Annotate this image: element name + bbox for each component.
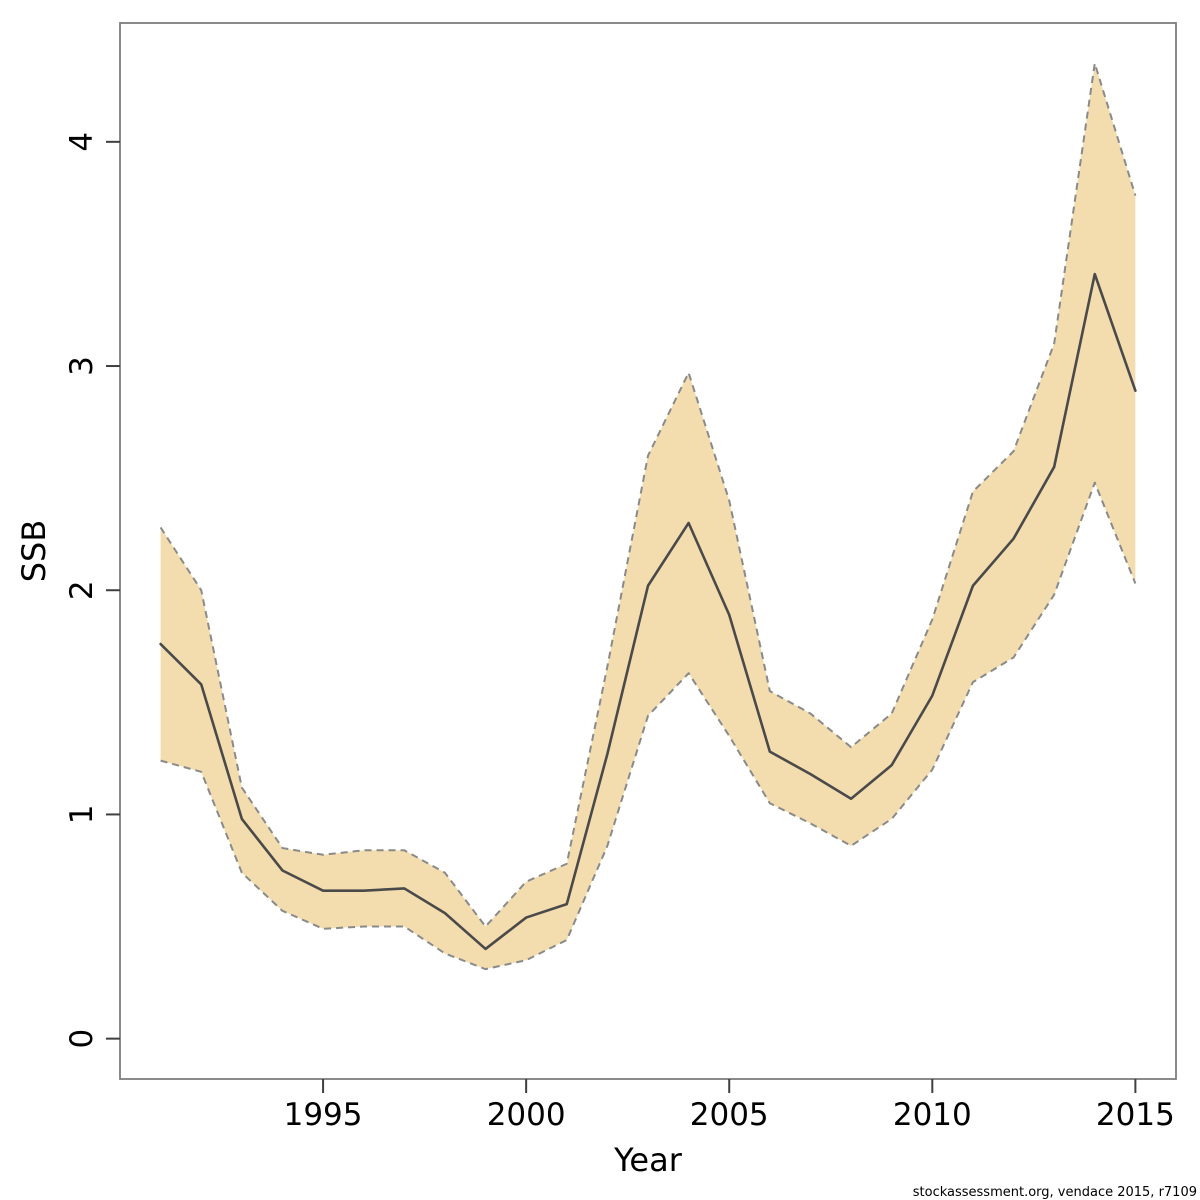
x-tick-label: 2005: [690, 1097, 769, 1133]
x-tick-label: 1995: [284, 1097, 363, 1133]
y-axis-title: SSB: [15, 520, 53, 583]
confidence-band-fill: [160, 63, 1136, 970]
y-tick-label: 1: [64, 805, 100, 825]
x-axis-title: Year: [613, 1141, 683, 1179]
x-tick-label: 2010: [893, 1097, 972, 1133]
y-tick-label: 0: [64, 1029, 100, 1049]
confidence-band-lower-dashed-line: [160, 481, 1137, 971]
ssb-estimate-line: [159, 272, 1137, 951]
y-tick-label: 3: [64, 356, 100, 376]
confidence-band: [159, 62, 1137, 971]
x-tick-label: 2015: [1096, 1097, 1175, 1133]
plot-border-box: [119, 22, 1177, 1080]
attribution-footer: stockassessment.org, vendace 2015, r7109: [913, 1185, 1197, 1200]
x-axis: 1995 2000 2005 2010 2015: [284, 1079, 1175, 1133]
y-axis: 0 1 2 3 4: [64, 132, 120, 1049]
y-tick-label: 2: [64, 580, 100, 600]
confidence-band-upper-dashed-line: [159, 62, 1137, 928]
x-tick-label: 2000: [487, 1097, 566, 1133]
y-tick-label: 4: [64, 132, 100, 152]
